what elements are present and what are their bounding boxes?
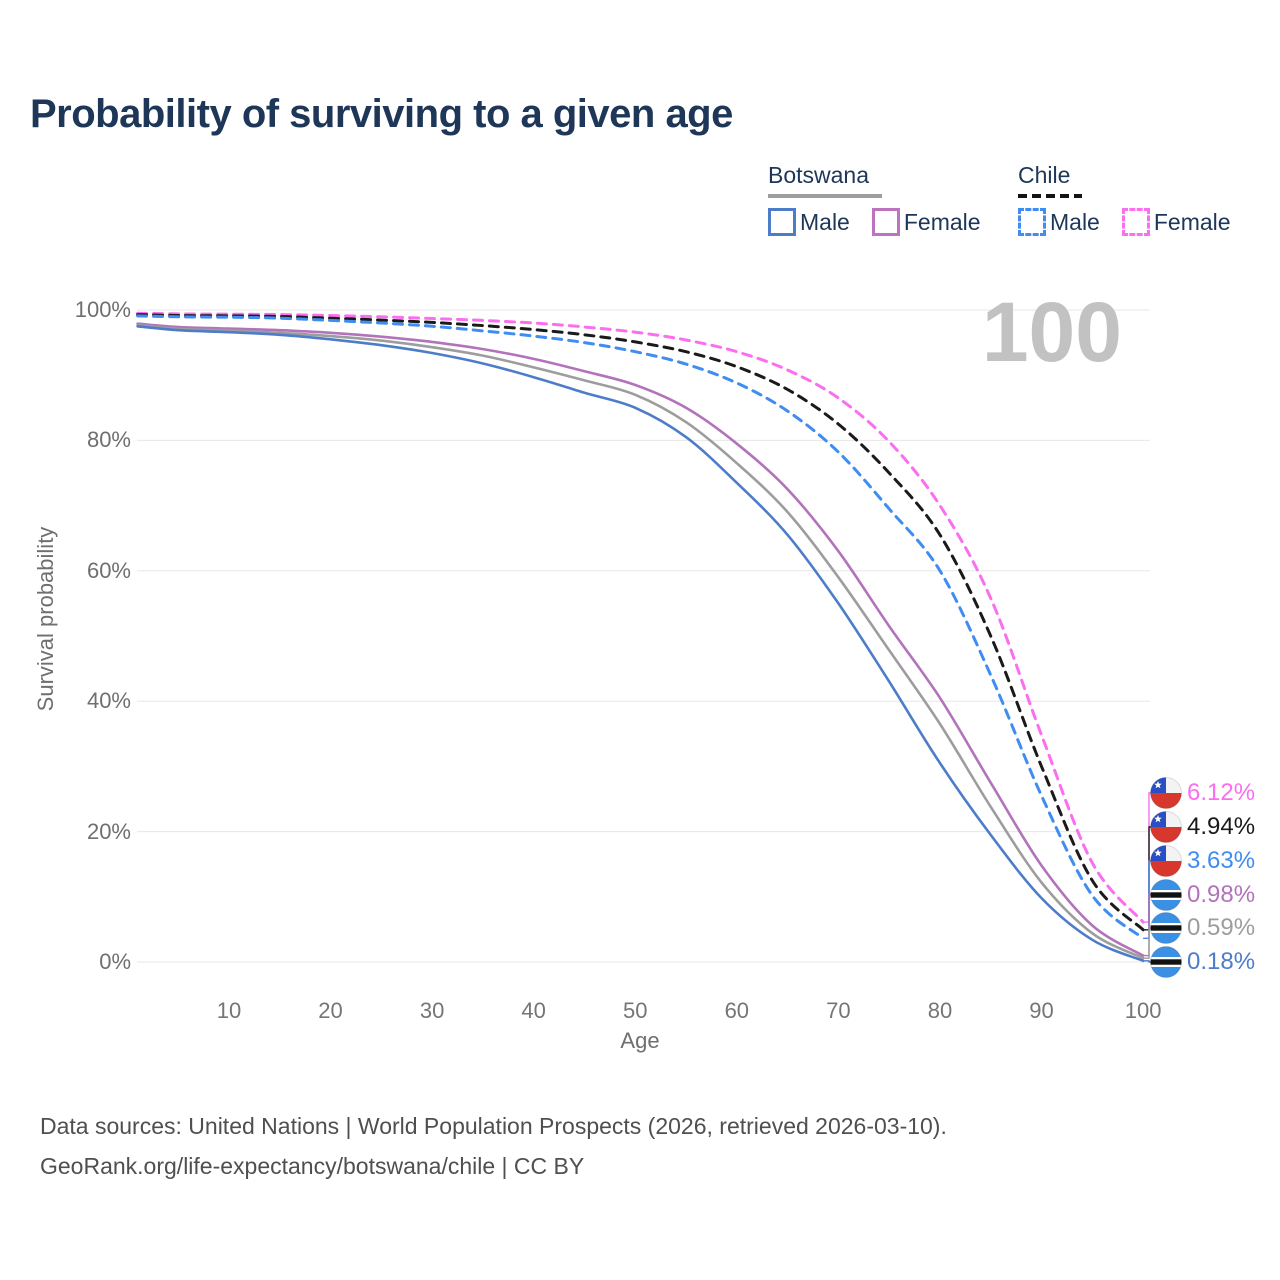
legend-swatch-botswana-female[interactable]	[871, 208, 900, 236]
legend-chile-title[interactable]: Chile	[1018, 162, 1071, 188]
end-label-value: 0.18%	[1187, 948, 1256, 975]
legend-group-chile: Chile Male Female	[1018, 162, 1253, 236]
x-tick-80: 80	[927, 998, 953, 1023]
legend-botswana-both-sexes-line-swatch	[768, 194, 882, 198]
end-label-chile-female: 6.12%	[1150, 777, 1255, 809]
legend-label-chile-male[interactable]: Male	[1050, 208, 1100, 235]
x-tick-100: 100	[1124, 998, 1162, 1023]
end-label-botswana-female: 0.98%	[1150, 878, 1256, 911]
botswana-flag-icon	[1150, 912, 1182, 944]
data-source-footer: Data sources: United Nations | World Pop…	[40, 1106, 947, 1186]
x-tick-60: 60	[724, 998, 750, 1023]
chile-flag-icon	[1150, 777, 1182, 809]
chile-flag-icon	[1150, 845, 1182, 877]
botswana-flag-icon	[1150, 946, 1182, 978]
y-tick-40%: 40%	[86, 688, 131, 714]
series-line-chile-female	[136, 311, 1145, 924]
y-tick-0%: 0%	[99, 949, 131, 974]
end-label-chile-male: 3.63%	[1150, 845, 1255, 877]
end-label-value: 4.94%	[1187, 813, 1256, 840]
series-line-botswana-male	[136, 325, 1145, 963]
legend-label-botswana-female[interactable]: Female	[903, 208, 981, 235]
series-line-botswana-female	[136, 322, 1145, 957]
y-tick-100%: 100%	[74, 297, 131, 322]
x-tick-40: 40	[521, 998, 546, 1023]
x-tick-30: 30	[419, 998, 445, 1023]
series-line-chile-both-sexes	[136, 313, 1145, 932]
legend-swatch-chile-female[interactable]	[1121, 208, 1150, 236]
y-axis-title: Survival probability	[33, 526, 58, 712]
y-tick-60%: 60%	[86, 557, 131, 583]
end-label-value: 3.63%	[1187, 847, 1256, 874]
x-tick-90: 90	[1029, 998, 1054, 1023]
footer-attribution-line: GeoRank.org/life-expectancy/botswana/chi…	[40, 1153, 585, 1179]
age-counter-watermark: 100	[981, 285, 1122, 379]
series-line-chile-male	[136, 314, 1145, 940]
x-axis-title: Age	[620, 1028, 660, 1053]
y-tick-20%: 20%	[86, 818, 131, 844]
gridlines	[137, 309, 1150, 963]
series-line-botswana-both-sexes	[136, 323, 1145, 960]
end-label-value: 0.98%	[1187, 880, 1256, 908]
end-label-value: 0.59%	[1187, 914, 1256, 941]
legend-label-botswana-male[interactable]: Male	[800, 208, 850, 235]
chile-flag-icon	[1150, 811, 1182, 843]
legend-label-chile-female[interactable]: Female	[1153, 208, 1231, 235]
footer-sources-line: Data sources: United Nations | World Pop…	[40, 1113, 947, 1139]
x-tick-50: 50	[623, 998, 648, 1023]
page-title: Probability of surviving to a given age	[30, 92, 733, 136]
end-label-chile-both-sexes: 4.94%	[1150, 811, 1255, 843]
botswana-flag-icon	[1150, 878, 1182, 911]
legend-botswana-title[interactable]: Botswana	[768, 162, 870, 188]
x-tick-70: 70	[826, 998, 851, 1023]
x-tick-10: 10	[216, 998, 242, 1023]
end-label-botswana-male: 0.18%	[1150, 946, 1255, 978]
end-label-botswana-both-sexes: 0.59%	[1150, 912, 1255, 944]
x-tick-20: 20	[318, 998, 343, 1023]
legend-group-botswana: Botswana Male Female	[768, 162, 1003, 236]
legend-chile-both-sexes-line-swatch	[1018, 194, 1082, 198]
legend-swatch-botswana-male[interactable]	[768, 208, 796, 236]
legend-swatch-chile-male[interactable]	[1018, 208, 1046, 236]
end-label-value: 6.12%	[1187, 779, 1256, 806]
y-tick-80%: 80%	[86, 427, 131, 453]
